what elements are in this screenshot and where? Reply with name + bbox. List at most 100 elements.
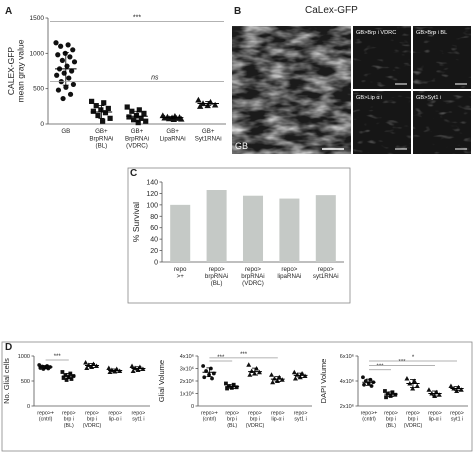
y-axis-label: Glial Volume (157, 360, 166, 402)
y-tick-label: 100 (146, 202, 158, 209)
panel-d-glial-cells: 0 500 1000 No. Glial cells repo>+ (cntrl) repo… (2, 354, 150, 429)
data-point (55, 87, 62, 93)
y-tick-label: 20 (150, 248, 158, 255)
panel-a-scatter: 0 500 1000 1500 CALEX-GFPmean gray value GB GB… (6, 15, 226, 150)
data-point (65, 42, 71, 48)
data-point (211, 101, 219, 108)
category-label: repo> syt1 i (450, 410, 464, 422)
data-point (135, 119, 141, 126)
data-point (210, 376, 214, 381)
category-label: repo> brpRNAi (BL) (205, 266, 228, 287)
y-tick-label: 4x10⁶ (180, 353, 194, 360)
y-tick-label: 2x10⁶ (340, 403, 354, 410)
significance-label: *** (376, 364, 384, 370)
data-point (60, 370, 65, 374)
category-label: repo>+ (cntrl) (37, 410, 54, 422)
data-point (269, 372, 275, 377)
data-point (270, 379, 276, 385)
category-label: repo >+ (174, 266, 187, 280)
y-tick-label: 1x10⁶ (180, 391, 194, 398)
bar (315, 195, 336, 262)
data-point (63, 84, 69, 90)
significance-label: * (412, 355, 415, 361)
bar (242, 195, 264, 262)
data-point (107, 369, 113, 374)
y-tick-label: 0 (154, 260, 158, 267)
significance-label: *** (398, 359, 406, 365)
panel-d-frame (1, 341, 473, 452)
data-point (55, 52, 61, 58)
y-tick-label: 500 (33, 86, 44, 93)
significance-label: *** (54, 354, 62, 360)
data-point (70, 81, 77, 88)
y-tick-label: 500 (21, 379, 30, 385)
panel-b-microscopy: CaLex-GFP GB GB>Brp i VDRC GB>Brp i BL GB>… (232, 5, 471, 154)
data-point (385, 391, 390, 396)
data-point (246, 362, 252, 367)
data-point (102, 110, 109, 116)
inset-label: GB>Brp i VDRC (356, 30, 396, 36)
data-point (201, 364, 206, 368)
y-tick-label: 80 (150, 214, 158, 221)
panel-c-frame (127, 167, 351, 304)
y-tick-label: 140 (146, 180, 158, 187)
inset-texture (353, 26, 411, 89)
data-point (404, 376, 410, 381)
data-point (89, 98, 95, 104)
data-point (124, 104, 130, 110)
data-point (37, 363, 42, 367)
data-point (83, 360, 89, 365)
data-point (63, 373, 68, 377)
y-tick-label: 2x10⁶ (180, 378, 194, 385)
inset-texture (353, 91, 411, 154)
data-point (138, 115, 144, 121)
data-point (129, 108, 135, 114)
y-axis-label: No. Glial cells (2, 358, 11, 404)
y-tick-label: 0 (27, 404, 30, 410)
category-label: repo> syt1RNAi (313, 266, 339, 280)
data-point (95, 112, 101, 119)
bar (170, 204, 191, 262)
data-point (54, 72, 60, 78)
data-point (178, 115, 185, 122)
bar (279, 198, 300, 262)
category-label: repo> brp i (VDRC) (246, 410, 265, 429)
category-label: repo> lipaRNAi (277, 266, 301, 280)
data-point (165, 115, 173, 122)
inset-label: GB>Syt1 i (416, 95, 441, 101)
y-tick-label: 6x10⁶ (340, 353, 354, 360)
y-axis-label: DAPI Volume (319, 359, 328, 404)
data-point (67, 54, 73, 60)
data-point (195, 96, 202, 103)
data-point (90, 108, 96, 114)
panel-c-bar-chart: 0 20 40 60 80 100 120 140 % Survival repo >+ repo> b… (131, 180, 344, 287)
category-label: GB (61, 128, 70, 135)
bar (206, 190, 227, 262)
data-point (361, 375, 365, 380)
y-tick-label: 1000 (18, 354, 30, 360)
panel-label-a: A (5, 6, 12, 17)
panel-label-c: C (130, 168, 137, 179)
y-tick-label: 120 (146, 191, 158, 198)
data-point (458, 387, 464, 392)
data-point (393, 392, 398, 397)
data-point (249, 368, 255, 373)
category-label: repo> lip-α i (428, 410, 442, 422)
data-point (66, 75, 72, 81)
image-gb-texture (232, 26, 351, 154)
y-tick-label: 1500 (30, 15, 45, 22)
data-point (84, 365, 90, 370)
category-label: repo> brp i (BL) (384, 410, 398, 429)
data-point (58, 43, 64, 49)
data-point (436, 392, 442, 397)
y-tick-label: 40 (150, 237, 158, 244)
category-label: repo> brpRNAi (VDRC) (241, 266, 264, 287)
category-label: repo> brp i (BL) (225, 410, 239, 429)
category-label: repo>+ (cntrl) (361, 410, 378, 422)
category-label: GB+ Syt1RNAi (195, 128, 222, 142)
category-label: repo> brp i (VDRC) (83, 410, 102, 429)
panel-label-b: B (234, 6, 241, 17)
y-tick-label: 0 (40, 121, 44, 128)
data-point (141, 110, 147, 116)
